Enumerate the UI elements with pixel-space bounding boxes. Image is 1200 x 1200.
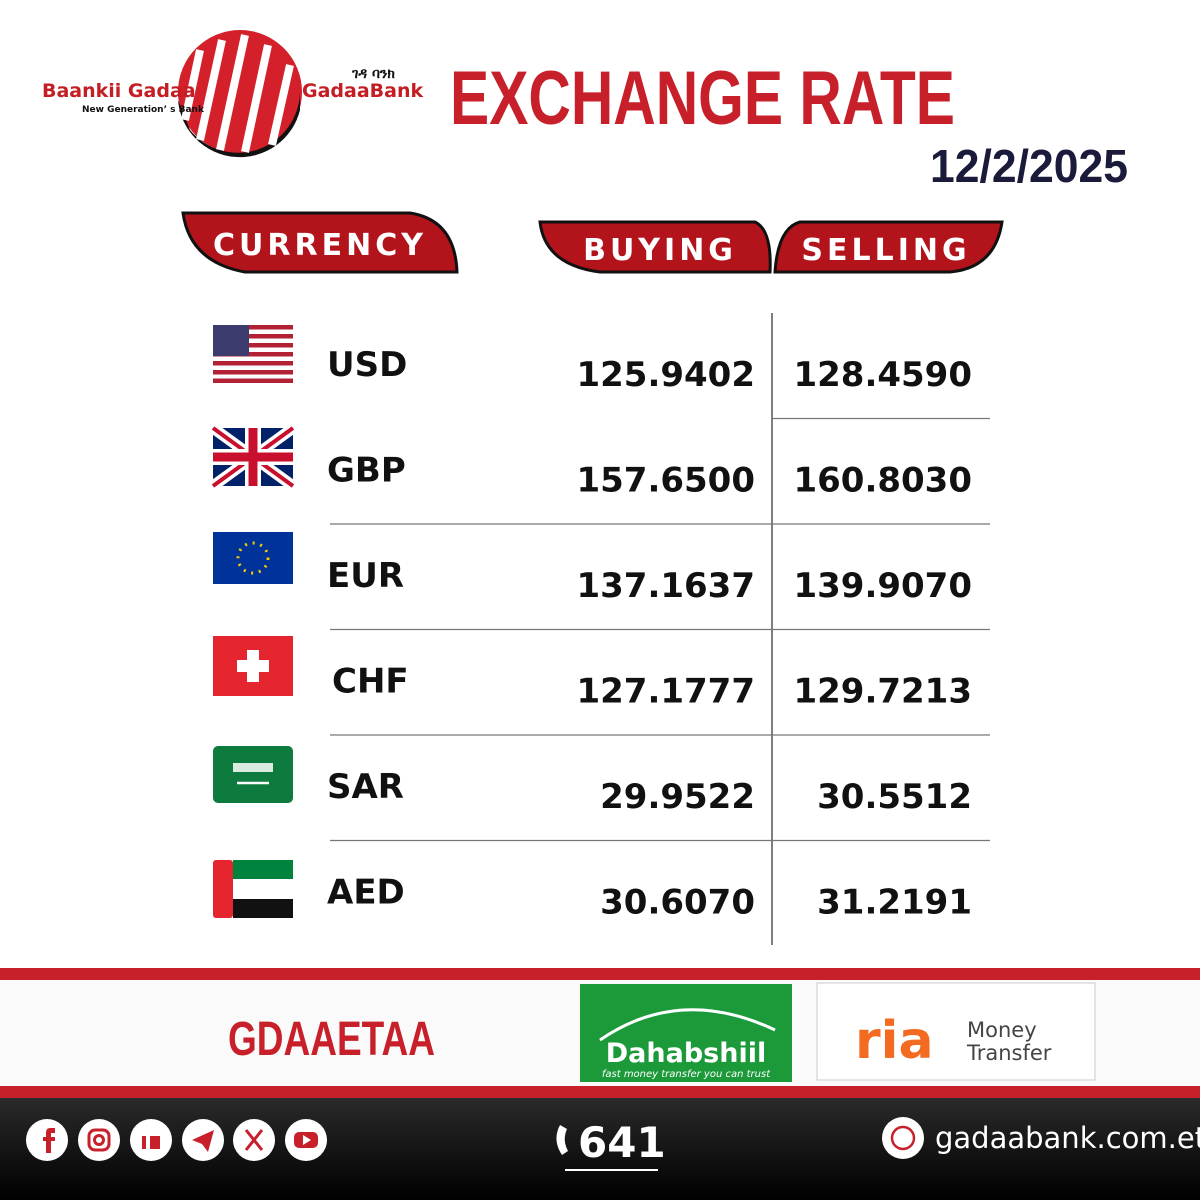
dahabshiil-arc (599, 1008, 776, 1042)
dahabshiil-slogan: fast money transfer you can trust (602, 1069, 771, 1080)
selling-rate: 30.5512 (817, 777, 972, 817)
ria-line: Transfer (966, 1041, 1052, 1065)
dahabshiil-name: Dahabshiil (606, 1038, 766, 1069)
phone: 641 (578, 1118, 666, 1167)
buying-tab (538, 220, 772, 274)
selling-rate: 128.4590 (793, 355, 972, 395)
ria-logo (816, 982, 1096, 1081)
selling-rate: 129.7213 (793, 671, 972, 711)
date: 12/2/2025 (930, 140, 1128, 192)
currency-code: AED (327, 872, 405, 912)
flag-switzerland (213, 636, 293, 696)
phone-icon (556, 1125, 568, 1155)
currency-code: SAR (327, 767, 404, 807)
buying-rate: 137.1637 (576, 566, 755, 606)
buying-rate: 30.6070 (600, 882, 755, 922)
selling-rate: 31.2191 (817, 882, 972, 922)
brand-left: Baankii Gadaa (42, 80, 196, 102)
brand-amharic: ገዳ ባንክ (351, 66, 395, 82)
social-icons (26, 1119, 327, 1161)
buying-rate: 127.1777 (576, 671, 755, 711)
currency-code: GBP (327, 450, 406, 490)
column-header: SELLING (801, 233, 970, 268)
table-rows: USD 125.9402 128.4590 GBP 157.6500 160.8030 EU… (327, 345, 990, 922)
column-header: CURRENCY (213, 228, 427, 263)
currency-code: EUR (327, 556, 404, 596)
flag-eu (213, 532, 293, 584)
ria-line: Money (967, 1018, 1037, 1042)
dahabshiil-logo (580, 984, 792, 1082)
currency-tab (181, 211, 459, 274)
buying-rate: 125.9402 (576, 355, 755, 395)
selling-rate: 139.9070 (793, 566, 972, 606)
buying-rate: 29.9522 (600, 777, 755, 817)
currency-code: CHF (332, 661, 409, 701)
globe-icon (882, 1117, 924, 1159)
buying-rate: 157.6500 (576, 460, 755, 500)
brand-right: GadaaBank (302, 80, 423, 102)
partner-text: GDAAETAA (228, 1013, 435, 1066)
flag-saudi (213, 746, 293, 803)
flag-uk (209, 423, 297, 491)
selling-rate: 160.8030 (793, 460, 972, 500)
selling-tab (773, 220, 1004, 274)
footer-stripe (0, 968, 1200, 980)
logo (178, 30, 302, 158)
column-header: BUYING (583, 233, 737, 268)
title: EXCHANGE RATE (450, 56, 955, 141)
globe-lines (890, 1125, 916, 1151)
ria-name: ria (855, 1011, 934, 1071)
footer-stripe (0, 1086, 1200, 1098)
flag-usa (213, 325, 293, 383)
currency-code: USD (327, 345, 407, 385)
tagline: New Generation’ s Bank (82, 105, 205, 115)
flag-uae (213, 860, 293, 918)
website: gadaabank.com.et (935, 1121, 1200, 1155)
